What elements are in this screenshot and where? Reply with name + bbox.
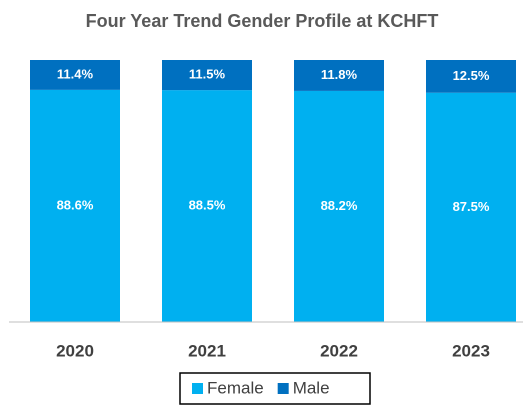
- bar-segment: [426, 60, 516, 93]
- legend-label: Female: [207, 378, 264, 397]
- bar-segment: [30, 60, 120, 90]
- bar-segment: [162, 60, 252, 91]
- bar-segment: [294, 60, 384, 91]
- legend-swatch: [192, 383, 203, 394]
- legend-label: Male: [293, 378, 330, 397]
- x-tick-label: 2023: [452, 341, 490, 360]
- data-label: 12.5%: [453, 68, 490, 83]
- bar-segment: [294, 90, 384, 322]
- x-tick-label: 2022: [320, 341, 358, 360]
- data-label: 88.5%: [189, 198, 226, 213]
- data-label: 11.4%: [57, 66, 94, 81]
- bar-segment: [30, 89, 120, 322]
- x-tick-label: 2021: [188, 341, 226, 360]
- bar-segment: [162, 90, 252, 322]
- data-label: 87.5%: [453, 199, 490, 214]
- legend-box: [179, 372, 371, 405]
- data-label: 88.2%: [321, 198, 358, 213]
- x-tick-label: 2020: [56, 341, 94, 360]
- chart-title: Four Year Trend Gender Profile at KCHFT: [86, 11, 439, 31]
- data-label: 88.6%: [57, 197, 94, 212]
- bar-segment: [426, 92, 516, 322]
- legend-swatch: [277, 383, 289, 394]
- data-label: 11.8%: [321, 67, 358, 82]
- data-label: 11.5%: [189, 67, 226, 82]
